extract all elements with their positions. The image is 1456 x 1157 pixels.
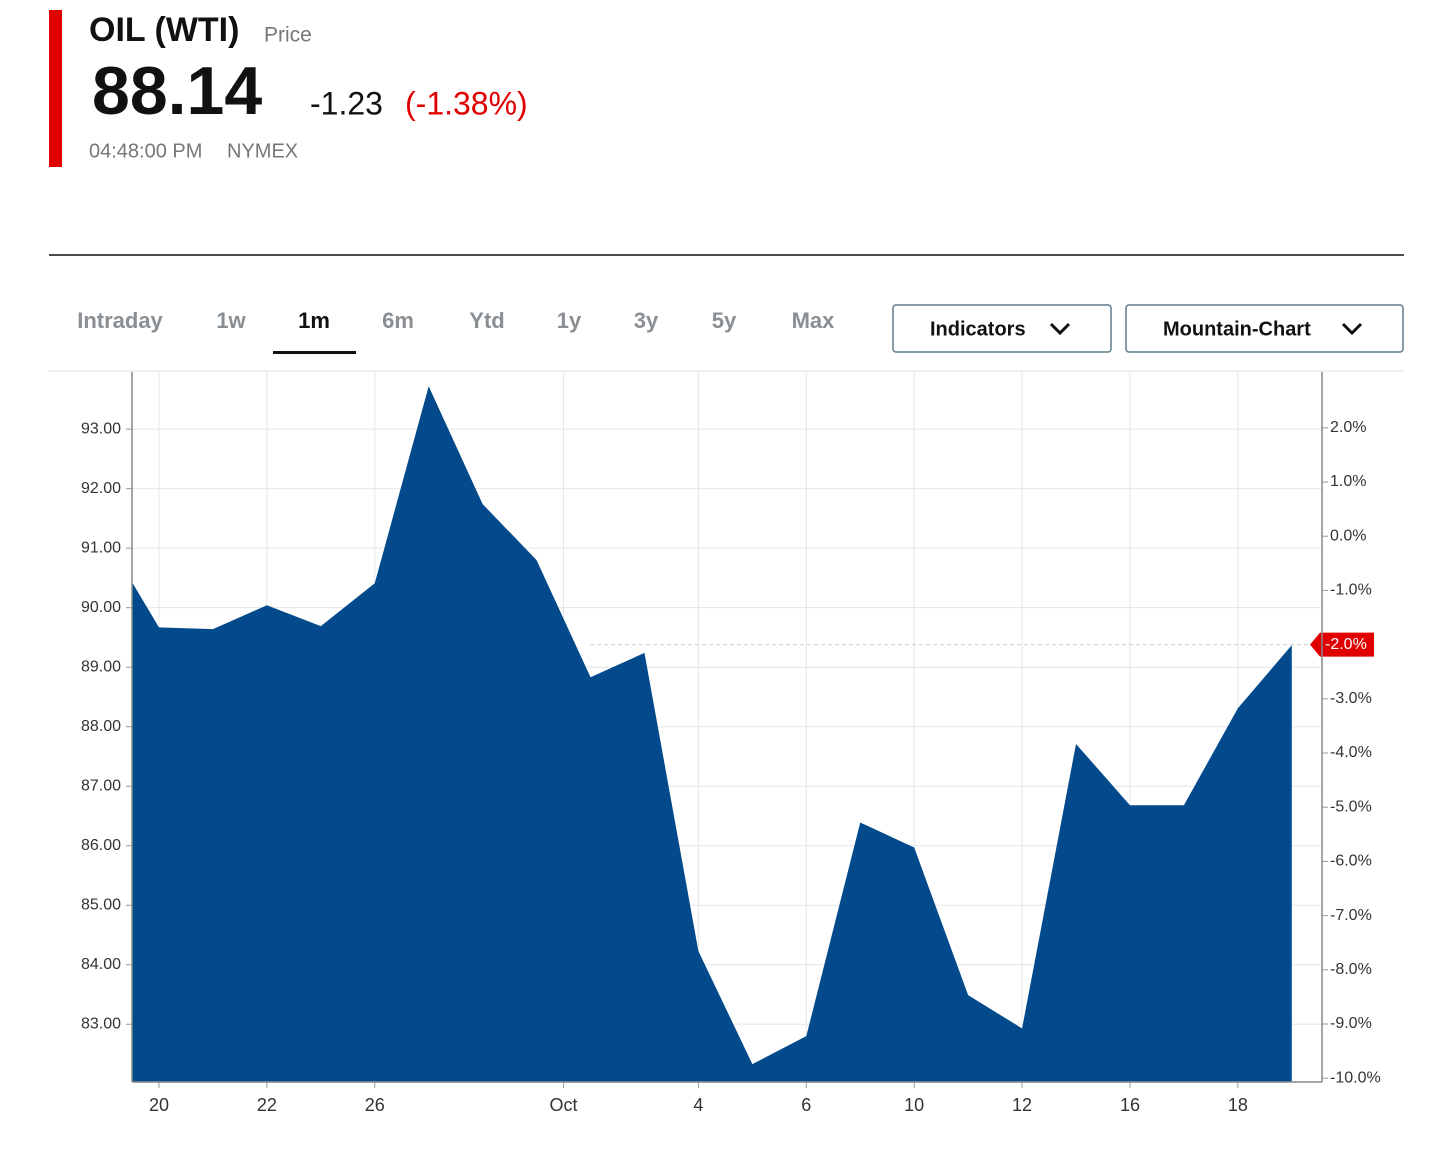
y2-tick-label: -10.0% (1330, 1069, 1381, 1086)
tab[interactable]: 3y (634, 308, 659, 333)
tab[interactable]: 5y (712, 308, 737, 333)
tab-underline (273, 351, 356, 354)
tab[interactable]: Ytd (469, 308, 504, 333)
y-tick-label: 88.00 (81, 718, 121, 735)
chevron (1049, 322, 1071, 336)
y-tick-label: 84.00 (81, 956, 121, 973)
y2-tick-label: -3.0% (1330, 690, 1372, 707)
x-tick-label: 10 (904, 1095, 924, 1115)
current-flag (1310, 632, 1374, 657)
y-tick-label: 83.00 (81, 1015, 121, 1032)
y2-tick-label: 2.0% (1330, 419, 1366, 436)
x-tick-label: 16 (1120, 1095, 1140, 1115)
current-label: -2.0% (1325, 636, 1367, 653)
chart-type-button[interactable] (1125, 304, 1404, 353)
y-tick-label: 89.00 (81, 658, 121, 675)
y2-tick-label: -8.0% (1330, 961, 1372, 978)
x-tick-label: 18 (1228, 1095, 1248, 1115)
button-label[interactable]: Mountain-Chart (1163, 318, 1311, 340)
button-label[interactable]: Indicators (930, 318, 1026, 340)
y2-tick-label: -6.0% (1330, 853, 1372, 870)
tabs: Intraday 1w 1m 6m Ytd 1y 3y 5y Max (77, 308, 835, 354)
x-tick-label: 12 (1012, 1095, 1032, 1115)
y-tick-label: 93.00 (81, 420, 121, 437)
area (132, 386, 1292, 1082)
price: 88.14 (92, 53, 262, 129)
accent-bar (49, 10, 62, 167)
change: -1.23 (310, 85, 383, 121)
change-pct: (-1.38%) (405, 85, 528, 121)
tab[interactable]: 1w (216, 308, 246, 333)
y2-tick-label: -1.0% (1330, 582, 1372, 599)
x-tick-label: 26 (365, 1095, 385, 1115)
y-tick-label: 92.00 (81, 480, 121, 497)
y2-tick-label: 1.0% (1330, 473, 1366, 490)
tab[interactable]: Max (792, 308, 836, 333)
tab[interactable]: 1m (298, 308, 330, 333)
y-tick-label: 85.00 (81, 896, 121, 913)
x-tick-label: 22 (257, 1095, 277, 1115)
chevron (1341, 322, 1363, 336)
time: 04:48:00 PM (89, 140, 202, 162)
y-tick-label: 91.00 (81, 539, 121, 556)
y-tick-label: 90.00 (81, 599, 121, 616)
kind-label: Price (264, 24, 312, 47)
x-tick-label: 6 (801, 1095, 811, 1115)
tab[interactable]: Intraday (77, 308, 163, 333)
y2-tick-label: -9.0% (1330, 1015, 1372, 1032)
instrument-name: OIL (WTI) (89, 11, 239, 49)
y-tick-label: 87.00 (81, 777, 121, 794)
tab[interactable]: 6m (382, 308, 414, 333)
y2-tick-label: -7.0% (1330, 907, 1372, 924)
chart: 20 22 26 Oct 4 6 10 12 16 18 83.00 84.00 85.00 86.00 8… (81, 372, 1381, 1115)
exchange: NYMEX (227, 140, 298, 162)
x-tick-label: Oct (550, 1095, 578, 1115)
tab[interactable]: 1y (557, 308, 582, 333)
y2-tick-label: -5.0% (1330, 798, 1372, 815)
y2-tick-label: 0.0% (1330, 527, 1366, 544)
y-tick-label: 86.00 (81, 837, 121, 854)
x-tick-label: 20 (149, 1095, 169, 1115)
indicators-button[interactable] (892, 304, 1112, 353)
y2-tick-label: -4.0% (1330, 744, 1372, 761)
x-tick-label: 4 (693, 1095, 703, 1115)
